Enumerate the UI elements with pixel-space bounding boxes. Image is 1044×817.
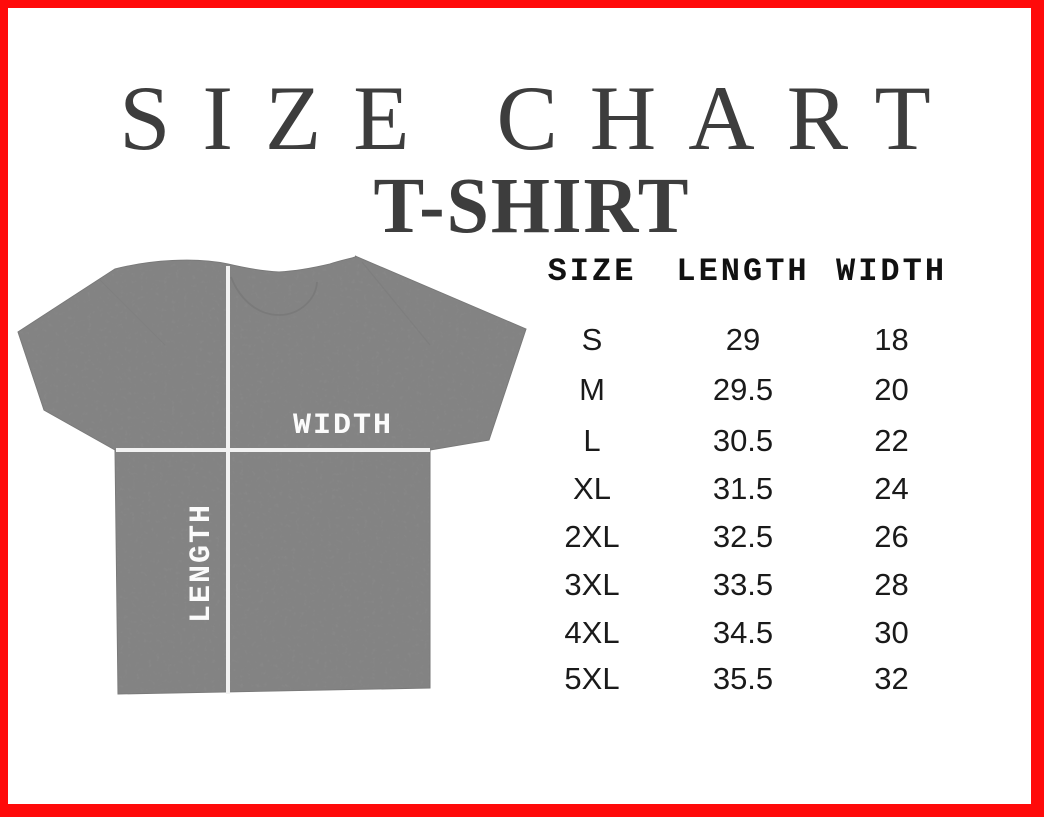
svg-text:WIDTH: WIDTH xyxy=(293,409,393,443)
svg-text:LENGTH: LENGTH xyxy=(185,503,219,623)
